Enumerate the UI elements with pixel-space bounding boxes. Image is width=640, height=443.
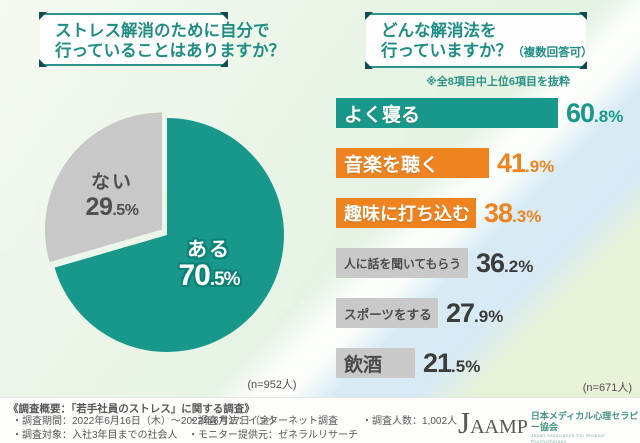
corner-mark-icon: [365, 61, 373, 69]
sample-size-left: (n=952人): [247, 379, 297, 391]
survey-details-col2: ・調査方法：インターネット調査 ・調査人数：1,002人 ・モニター提供元：ゼネラ…: [188, 415, 457, 442]
bar-value: 36.2%: [476, 247, 534, 278]
survey-period: ・調査期間：2022年6月16日（木）～2022年6月17日（金）: [12, 416, 280, 427]
box-line: [40, 13, 227, 15]
pie-slice-name: ある: [187, 239, 231, 261]
pie-slice-name: ない: [90, 172, 133, 193]
corner-mark-icon: [220, 59, 228, 67]
corner-mark-icon: [39, 59, 47, 67]
question-title-right-line1: どんな解消法を: [381, 22, 497, 40]
survey-method: ・調査方法：インターネット調査: [188, 416, 338, 427]
survey-target: ・調査対象：入社3年目までの社会人: [12, 429, 178, 441]
bar-4: 人に話を聞いてもらう: [336, 248, 468, 278]
survey-overview: 《調査概要：「若手社員のストレス」に関する調査》: [8, 403, 255, 415]
survey-monitor: ・モニター提供元：ゼネラルリサーチ: [188, 429, 358, 441]
pie-slice-nai: [44, 112, 162, 263]
corner-mark-icon: [579, 12, 587, 20]
bar-row-2: 音楽を聴く 41.9%: [336, 148, 640, 178]
bar-category-label: スポーツをする: [344, 307, 432, 322]
jaamp-logo-acronym: JAAMP: [458, 405, 528, 440]
question-box-right: どんな解消法を 行っていますか？（複数回答可）: [365, 12, 593, 69]
bar-row-3: 趣味に打ち込む 38.3%: [336, 198, 640, 228]
pie-slice-value: 70.5%: [178, 259, 240, 292]
bar-chart: よく寝る 60.8% 音楽を聴く 41.9% 趣味に打ち込む 38.3% 人に話を聞いてもら…: [336, 98, 640, 398]
jaamp-logo: JAAMP 日本メディカル心理セラピー協会 Japan Association …: [458, 405, 640, 443]
top6-note: ※全8項目中上位6項目を抜粋: [426, 76, 570, 88]
corner-mark-icon: [39, 12, 47, 20]
bar-row-5: スポーツをする 27.9%: [336, 298, 640, 328]
bar-value: 21.5%: [423, 347, 481, 378]
corner-mark-icon: [579, 61, 587, 69]
box-line: [366, 13, 586, 15]
survey-count: ・調査人数：1,002人: [362, 416, 458, 427]
bar-category-label: 飲酒: [344, 354, 383, 376]
box-line: [366, 66, 586, 68]
bar-5: スポーツをする: [336, 298, 438, 328]
bar-2: 音楽を聴く: [336, 148, 489, 178]
bar-1: よく寝る: [336, 98, 558, 128]
pie-slice-value: 29.5%: [85, 192, 139, 221]
pie-slice-aru: [54, 118, 284, 352]
bar-value: 41.9%: [497, 147, 555, 178]
bar-3: 趣味に打ち込む: [336, 198, 476, 228]
survey-details-col1: ・調査期間：2022年6月16日（木）～2022年6月17日（金） ・調査対象：…: [12, 415, 280, 442]
corner-mark-icon: [365, 12, 373, 20]
bar-value: 38.3%: [484, 197, 542, 228]
bar-value: 60.8%: [566, 97, 624, 128]
sample-size-right: (n=671人): [582, 382, 632, 394]
jaamp-logo-name-en: Japan Association For Medical Psychother…: [530, 432, 605, 443]
bar-row-1: よく寝る 60.8%: [336, 98, 640, 128]
pie-chart: [44, 112, 284, 352]
bar-row-6: 飲酒 21.5%: [336, 348, 640, 378]
bar-category-label: 趣味に打ち込む: [344, 204, 470, 224]
bar-6: 飲酒: [336, 348, 415, 378]
question-title-right: どんな解消法を 行っていますか？（複数回答可）: [366, 13, 593, 63]
pie-slice-label-nai: ない 29.5%: [60, 172, 164, 221]
bar-row-4: 人に話を聞いてもらう 36.2%: [336, 248, 640, 278]
question-title-left-line2: 行っていることはありますか？: [55, 42, 286, 60]
question-title-right-line2: 行っていますか？（複数回答可）: [381, 42, 593, 60]
bar-category-label: 人に話を聞いてもらう: [344, 256, 462, 271]
multi-answer-note: （複数回答可）: [512, 47, 593, 59]
footer: 《調査概要：「若手社員のストレス」に関する調査》 ・調査期間：2022年6月16…: [0, 397, 640, 443]
bar-category-label: 音楽を聴く: [344, 154, 440, 176]
bar-category-label: よく寝る: [344, 104, 421, 126]
corner-mark-icon: [220, 12, 228, 20]
pie-slice-label-aru: ある 70.5%: [157, 239, 261, 291]
box-line: [40, 64, 227, 66]
question-title-left-line1: ストレス解消のために自分で: [55, 22, 270, 40]
question-title-left: ストレス解消のために自分で 行っていることはありますか？: [40, 13, 286, 61]
jaamp-logo-name-jp: 日本メディカル心理セラピー協会: [530, 411, 639, 432]
question-box-left: ストレス解消のために自分で 行っていることはありますか？: [39, 12, 286, 67]
bar-value: 27.9%: [446, 297, 504, 328]
